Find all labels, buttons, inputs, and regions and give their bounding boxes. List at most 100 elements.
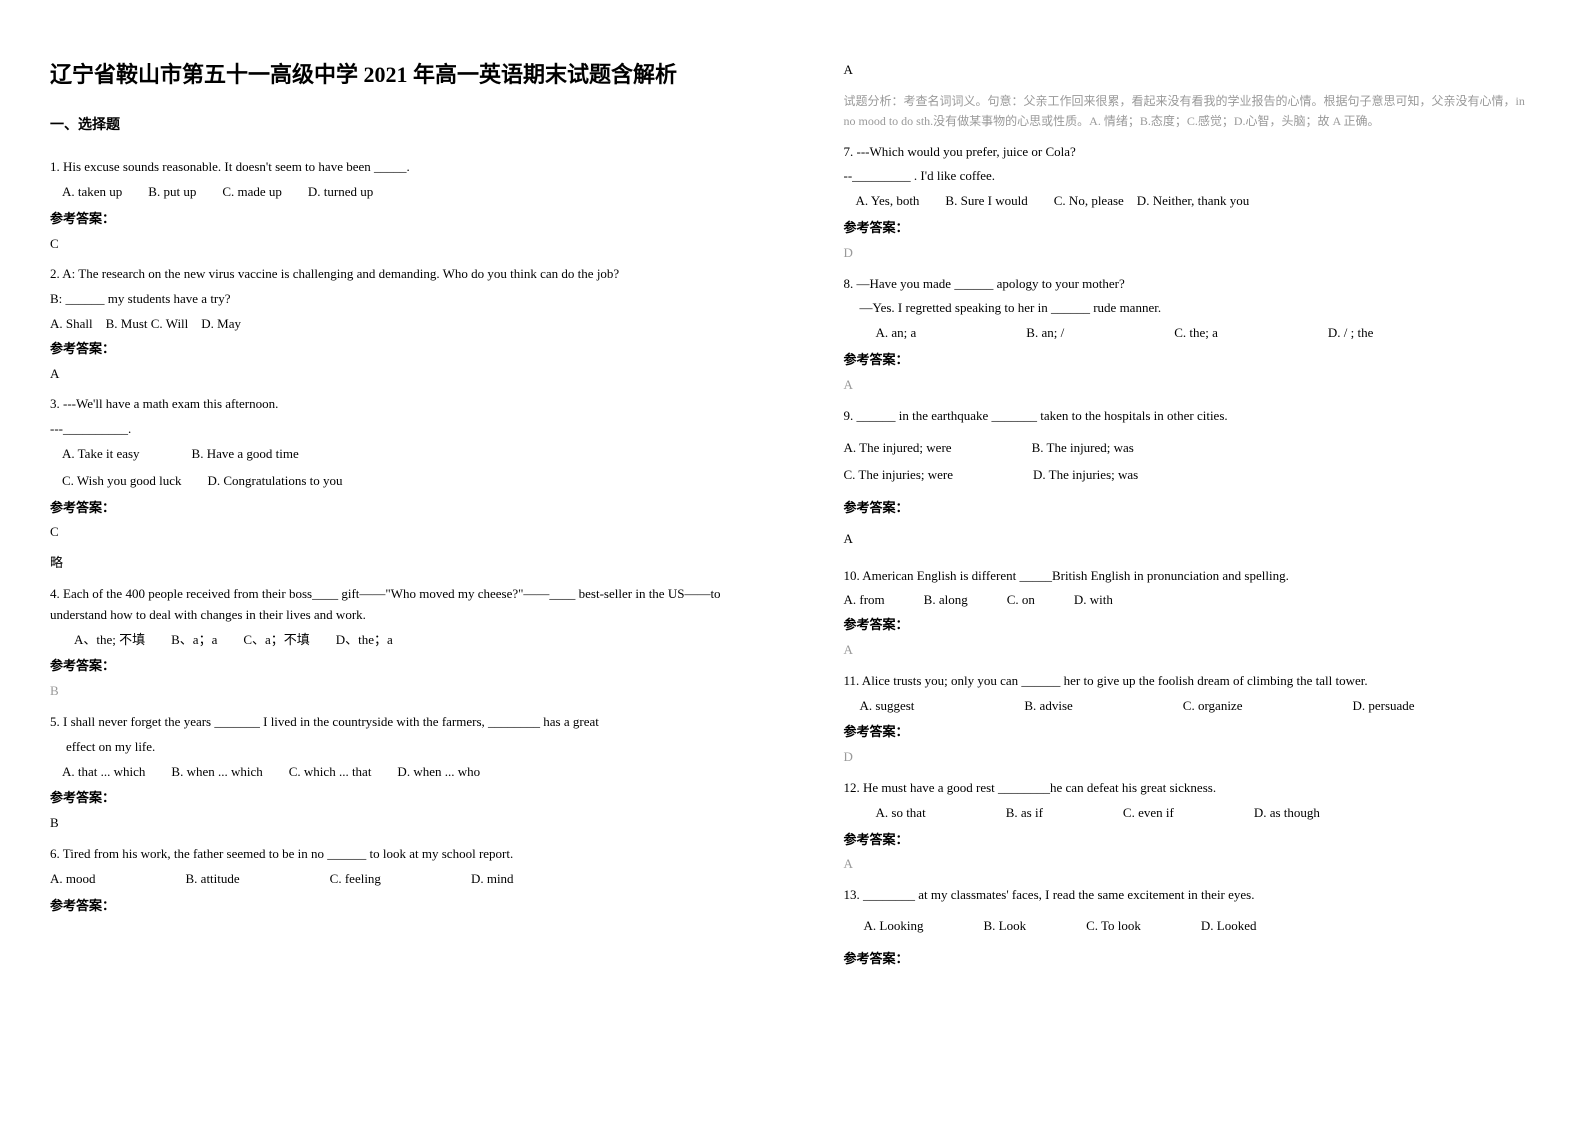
q9-answer-label: 参考答案： — [844, 498, 1538, 519]
q12-optD: D. as though — [1254, 803, 1320, 824]
q3-note: 略 — [50, 553, 744, 574]
q13-options: A. Looking B. Look C. To look D. Looked — [844, 916, 1538, 937]
q9-optC: C. The injuries; were — [844, 465, 954, 486]
q11-optB: B. advise — [1024, 696, 1072, 717]
q6-answer-label: 参考答案： — [50, 896, 744, 917]
q11-optD: D. persuade — [1352, 696, 1414, 717]
q2-answer-label: 参考答案： — [50, 339, 744, 360]
q6-optC: C. feeling — [330, 869, 381, 890]
q1-answer: C — [50, 234, 744, 255]
q4-text: 4. Each of the 400 people received from … — [50, 584, 744, 626]
question-5: 5. I shall never forget the years ______… — [50, 712, 744, 834]
q6-optA: A. mood — [50, 869, 96, 890]
q6-optD: D. mind — [471, 869, 514, 890]
question-13: 13. ________ at my classmates' faces, I … — [844, 885, 1538, 969]
left-column: 辽宁省鞍山市第五十一高级中学 2021 年高一英语期末试题含解析 一、选择题 1… — [0, 0, 794, 1122]
q2-answer: A — [50, 364, 744, 385]
right-column: A 试题分析：考查名词词义。句意：父亲工作回来很累，看起来没有看我的学业报告的心… — [794, 0, 1587, 1122]
q13-answer-label: 参考答案： — [844, 949, 1538, 970]
q9-optB: B. The injured; was — [1032, 438, 1134, 459]
question-3: 3. ---We'll have a math exam this aftern… — [50, 394, 744, 574]
question-9: 9. ______ in the earthquake _______ take… — [844, 406, 1538, 550]
q9-answer: A — [844, 529, 1538, 550]
q12-text: 12. He must have a good rest ________he … — [844, 778, 1538, 799]
q4-answer: B — [50, 681, 744, 702]
q13-optC: C. To look — [1086, 916, 1141, 937]
q11-text: 11. Alice trusts you; only you can _____… — [844, 671, 1538, 692]
q8-answer: A — [844, 375, 1538, 396]
q13-optA: A. Looking — [864, 916, 924, 937]
q1-answer-label: 参考答案： — [50, 209, 744, 230]
section-heading: 一、选择题 — [50, 115, 744, 137]
q6-answer: A — [844, 60, 1538, 81]
q7-options: A. Yes, both B. Sure I would C. No, plea… — [844, 191, 1538, 212]
q3-text2: ---__________. — [50, 419, 744, 440]
q10-answer: A — [844, 640, 1538, 661]
q3-answer: C — [50, 522, 744, 543]
q11-optA: A. suggest — [860, 696, 915, 717]
q12-answer-label: 参考答案： — [844, 830, 1538, 851]
q7-text: 7. ---Which would you prefer, juice or C… — [844, 142, 1538, 163]
q13-optB: B. Look — [983, 916, 1026, 937]
q12-optB: B. as if — [1006, 803, 1043, 824]
q1-options: A. taken up B. put up C. made up D. turn… — [50, 182, 744, 203]
q4-options: A、the; 不填 B、a；a C、a；不填 D、the；a — [50, 630, 744, 651]
q5-answer: B — [50, 813, 744, 834]
q7-text2: --_________ . I'd like coffee. — [844, 166, 1538, 187]
q8-options: A. an; a B. an; / C. the; a D. / ; the — [844, 323, 1538, 344]
q6-optB: B. attitude — [186, 869, 240, 890]
q11-answer-label: 参考答案： — [844, 722, 1538, 743]
question-2: 2. A: The research on the new virus vacc… — [50, 264, 744, 384]
q3-text: 3. ---We'll have a math exam this aftern… — [50, 394, 744, 415]
q1-text: 1. His excuse sounds reasonable. It does… — [50, 157, 744, 178]
q2-text2: B: ______ my students have a try? — [50, 289, 744, 310]
q11-optC: C. organize — [1183, 696, 1243, 717]
q11-answer: D — [844, 747, 1538, 768]
q3-options2: C. Wish you good luck D. Congratulations… — [50, 471, 744, 492]
q12-options: A. so that B. as if C. even if D. as tho… — [844, 803, 1538, 824]
question-10: 10. American English is different _____B… — [844, 566, 1538, 661]
question-7: 7. ---Which would you prefer, juice or C… — [844, 142, 1538, 264]
q8-optD: D. / ; the — [1328, 323, 1374, 344]
q9-options-row1: A. The injured; were B. The injured; was — [844, 438, 1538, 459]
q4-answer-label: 参考答案： — [50, 656, 744, 677]
q12-answer: A — [844, 854, 1538, 875]
question-4: 4. Each of the 400 people received from … — [50, 584, 744, 702]
q7-answer-label: 参考答案： — [844, 218, 1538, 239]
question-6: 6. Tired from his work, the father seeme… — [50, 844, 744, 916]
document-title: 辽宁省鞍山市第五十一高级中学 2021 年高一英语期末试题含解析 — [50, 60, 744, 91]
q9-options-row2: C. The injuries; were D. The injuries; w… — [844, 465, 1538, 486]
q12-optA: A. so that — [876, 803, 926, 824]
q8-optB: B. an; / — [1026, 323, 1064, 344]
q11-options: A. suggest B. advise C. organize D. pers… — [844, 696, 1538, 717]
q12-optC: C. even if — [1123, 803, 1174, 824]
q3-answer-label: 参考答案： — [50, 498, 744, 519]
q10-text: 10. American English is different _____B… — [844, 566, 1538, 587]
q10-options: A. from B. along C. on D. with — [844, 590, 1538, 611]
q9-text: 9. ______ in the earthquake _______ take… — [844, 406, 1538, 427]
q9-optA: A. The injured; were — [844, 438, 952, 459]
q8-text2: —Yes. I regretted speaking to her in ___… — [844, 298, 1538, 319]
question-11: 11. Alice trusts you; only you can _____… — [844, 671, 1538, 768]
q6-options: A. mood B. attitude C. feeling D. mind — [50, 869, 744, 890]
q10-answer-label: 参考答案： — [844, 615, 1538, 636]
q5-text2: effect on my life. — [50, 737, 744, 758]
q2-text: 2. A: The research on the new virus vacc… — [50, 264, 744, 285]
q8-optC: C. the; a — [1174, 323, 1218, 344]
question-8: 8. —Have you made ______ apology to your… — [844, 274, 1538, 396]
q2-options: A. Shall B. Must C. Will D. May — [50, 314, 744, 335]
q5-answer-label: 参考答案： — [50, 788, 744, 809]
q13-optD: D. Looked — [1201, 916, 1257, 937]
q6-text: 6. Tired from his work, the father seeme… — [50, 844, 744, 865]
question-1: 1. His excuse sounds reasonable. It does… — [50, 157, 744, 254]
question-12: 12. He must have a good rest ________he … — [844, 778, 1538, 875]
q6-explanation: 试题分析：考查名词词义。句意：父亲工作回来很累，看起来没有看我的学业报告的心情。… — [844, 91, 1538, 132]
q13-text: 13. ________ at my classmates' faces, I … — [844, 885, 1538, 906]
q8-answer-label: 参考答案： — [844, 350, 1538, 371]
q8-text: 8. —Have you made ______ apology to your… — [844, 274, 1538, 295]
q5-options: A. that ... which B. when ... which C. w… — [50, 762, 744, 783]
q8-optA: A. an; a — [876, 323, 917, 344]
q5-text: 5. I shall never forget the years ______… — [50, 712, 744, 733]
q9-optD: D. The injuries; was — [1033, 465, 1138, 486]
q3-options1: A. Take it easy B. Have a good time — [50, 444, 744, 465]
